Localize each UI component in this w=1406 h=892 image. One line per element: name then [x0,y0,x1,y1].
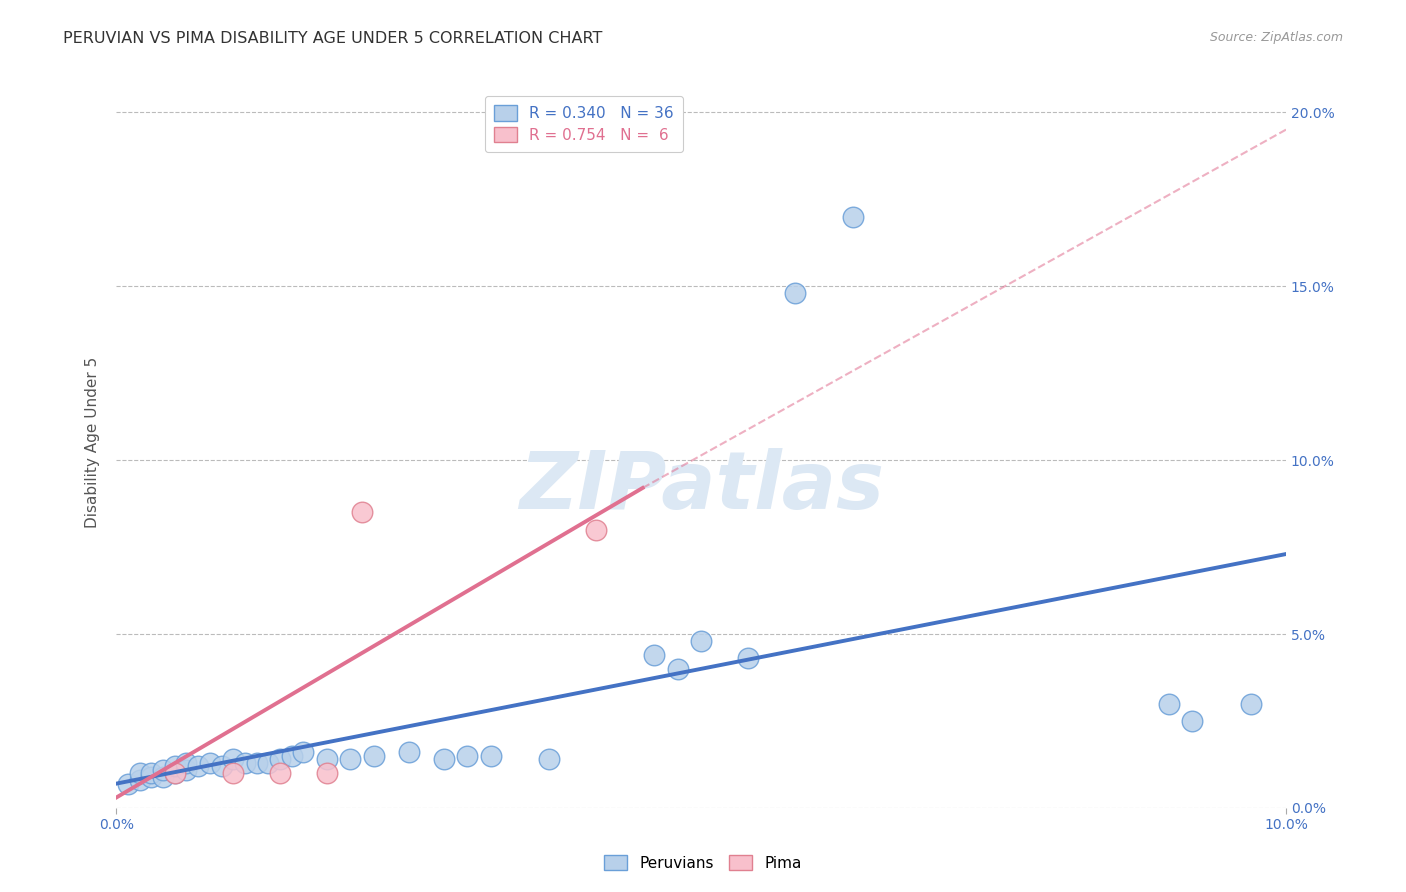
Point [211,759,233,773]
Point [163,766,186,780]
Point [666,662,689,676]
Point [246,756,269,770]
Point [690,634,713,648]
Legend: Peruvians, Pima: Peruvians, Pima [595,846,811,880]
Point [163,759,186,773]
Point [363,748,385,763]
Point [222,766,245,780]
Point [315,752,337,766]
Point [141,770,163,784]
Point [737,651,759,665]
Point [269,752,291,766]
Point [187,759,209,773]
Point [222,752,245,766]
Point [152,770,174,784]
Point [842,210,865,224]
Text: PERUVIAN VS PIMA DISABILITY AGE UNDER 5 CORRELATION CHART: PERUVIAN VS PIMA DISABILITY AGE UNDER 5 … [63,31,603,46]
Point [398,745,420,759]
Point [269,766,291,780]
Point [117,777,139,791]
Point [643,648,665,662]
Y-axis label: Disability Age Under 5: Disability Age Under 5 [86,357,100,528]
Point [233,756,256,770]
Point [176,763,198,777]
Point [141,766,163,780]
Point [315,766,337,780]
Point [1240,697,1263,711]
Point [350,505,373,519]
Point [198,756,221,770]
Point [456,748,478,763]
Point [538,752,561,766]
Point [1181,714,1204,728]
Point [585,523,607,537]
Point [257,756,280,770]
Point [292,745,315,759]
Point [280,748,302,763]
Point [128,773,150,788]
Point [128,766,150,780]
Point [152,763,174,777]
Point [339,752,361,766]
Point [479,748,502,763]
Legend: R = 0.340   N = 36, R = 0.754   N =  6: R = 0.340 N = 36, R = 0.754 N = 6 [485,96,683,152]
Text: Source: ZipAtlas.com: Source: ZipAtlas.com [1209,31,1343,45]
Point [176,756,198,770]
Point [1157,697,1180,711]
Point [433,752,456,766]
Point [163,766,186,780]
Text: ZIPatlas: ZIPatlas [519,448,883,525]
Point [783,286,806,301]
